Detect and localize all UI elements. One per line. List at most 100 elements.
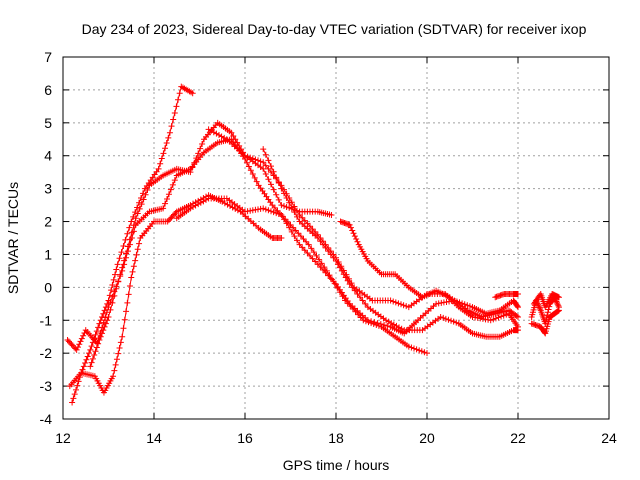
data-point xyxy=(464,302,471,309)
data-point xyxy=(101,307,108,314)
data-point xyxy=(287,221,294,228)
data-point xyxy=(130,213,137,220)
data-point xyxy=(105,297,112,304)
data-point xyxy=(555,307,562,314)
series-track-11 xyxy=(528,307,562,337)
data-point xyxy=(130,263,137,270)
data-point xyxy=(71,391,78,398)
data-point xyxy=(88,343,95,350)
data-point xyxy=(158,155,165,162)
data-point xyxy=(242,152,248,159)
data-point xyxy=(205,126,212,133)
data-point xyxy=(403,303,410,310)
data-point xyxy=(554,301,561,308)
x-tick-label: 18 xyxy=(328,430,344,446)
data-point xyxy=(362,300,369,307)
data-point xyxy=(169,212,176,219)
data-point xyxy=(330,278,337,285)
y-tick-label: 0 xyxy=(44,279,52,295)
data-point xyxy=(216,132,222,139)
data-point xyxy=(275,196,282,203)
data-point xyxy=(338,267,345,274)
data-point xyxy=(283,220,290,227)
x-tick-label: 12 xyxy=(55,430,71,446)
axis-ticks xyxy=(62,56,610,420)
data-point xyxy=(371,319,378,326)
data-point xyxy=(164,218,171,225)
data-point xyxy=(229,204,236,211)
data-point xyxy=(93,328,100,335)
data-point xyxy=(157,160,164,167)
data-point xyxy=(70,395,77,402)
data-point xyxy=(105,313,112,320)
data-point xyxy=(554,299,560,306)
data-point xyxy=(132,215,139,222)
data-point xyxy=(120,325,127,332)
data-point xyxy=(88,359,95,366)
data-point xyxy=(191,159,198,166)
data-point xyxy=(381,321,388,328)
data-point xyxy=(117,271,124,278)
data-point xyxy=(121,316,128,323)
data-point xyxy=(168,123,175,130)
data-point xyxy=(128,229,135,236)
data-point xyxy=(317,264,324,271)
data-point xyxy=(265,176,272,183)
data-point xyxy=(136,199,143,206)
data-point xyxy=(243,159,250,166)
data-point xyxy=(418,348,425,355)
data-point xyxy=(167,186,174,193)
data-point xyxy=(140,196,147,203)
data-point xyxy=(294,213,300,220)
data-point xyxy=(301,247,308,254)
x-tick-label: 16 xyxy=(237,430,253,446)
data-point xyxy=(84,353,91,360)
data-point xyxy=(227,203,234,210)
data-point xyxy=(208,127,215,134)
data-point xyxy=(390,298,397,305)
data-point xyxy=(165,134,172,141)
data-point xyxy=(270,209,277,216)
data-point xyxy=(108,287,115,294)
data-point xyxy=(78,369,85,376)
data-point xyxy=(359,297,366,304)
series-track-6 xyxy=(205,126,521,330)
data-point xyxy=(260,146,267,153)
data-point xyxy=(80,363,87,370)
data-point xyxy=(301,217,308,224)
data-point xyxy=(299,214,306,221)
data-point xyxy=(291,209,298,216)
data-point xyxy=(515,304,521,311)
data-point xyxy=(136,240,143,247)
data-point xyxy=(99,313,105,320)
data-point xyxy=(128,218,135,225)
data-point xyxy=(325,248,332,255)
data-point xyxy=(102,320,109,327)
data-point xyxy=(104,300,111,307)
y-tick-label: 5 xyxy=(44,115,52,131)
data-point xyxy=(129,268,136,275)
data-point xyxy=(421,349,428,356)
data-point xyxy=(128,274,135,281)
data-point xyxy=(310,249,317,256)
data-point xyxy=(283,203,290,210)
data-point xyxy=(249,171,256,178)
data-point xyxy=(100,310,107,317)
data-point xyxy=(299,244,306,251)
grid xyxy=(63,57,609,419)
data-point xyxy=(91,352,98,359)
data-point xyxy=(268,163,274,170)
data-point xyxy=(169,181,176,188)
data-point xyxy=(270,168,277,175)
data-point xyxy=(155,165,162,172)
data-point xyxy=(218,133,225,140)
data-point xyxy=(292,227,299,234)
data-point xyxy=(165,217,172,224)
data-point xyxy=(387,297,394,304)
data-point xyxy=(296,241,303,248)
data-point xyxy=(320,266,326,273)
data-point xyxy=(104,317,111,324)
data-point xyxy=(130,222,137,229)
data-point xyxy=(77,338,84,345)
